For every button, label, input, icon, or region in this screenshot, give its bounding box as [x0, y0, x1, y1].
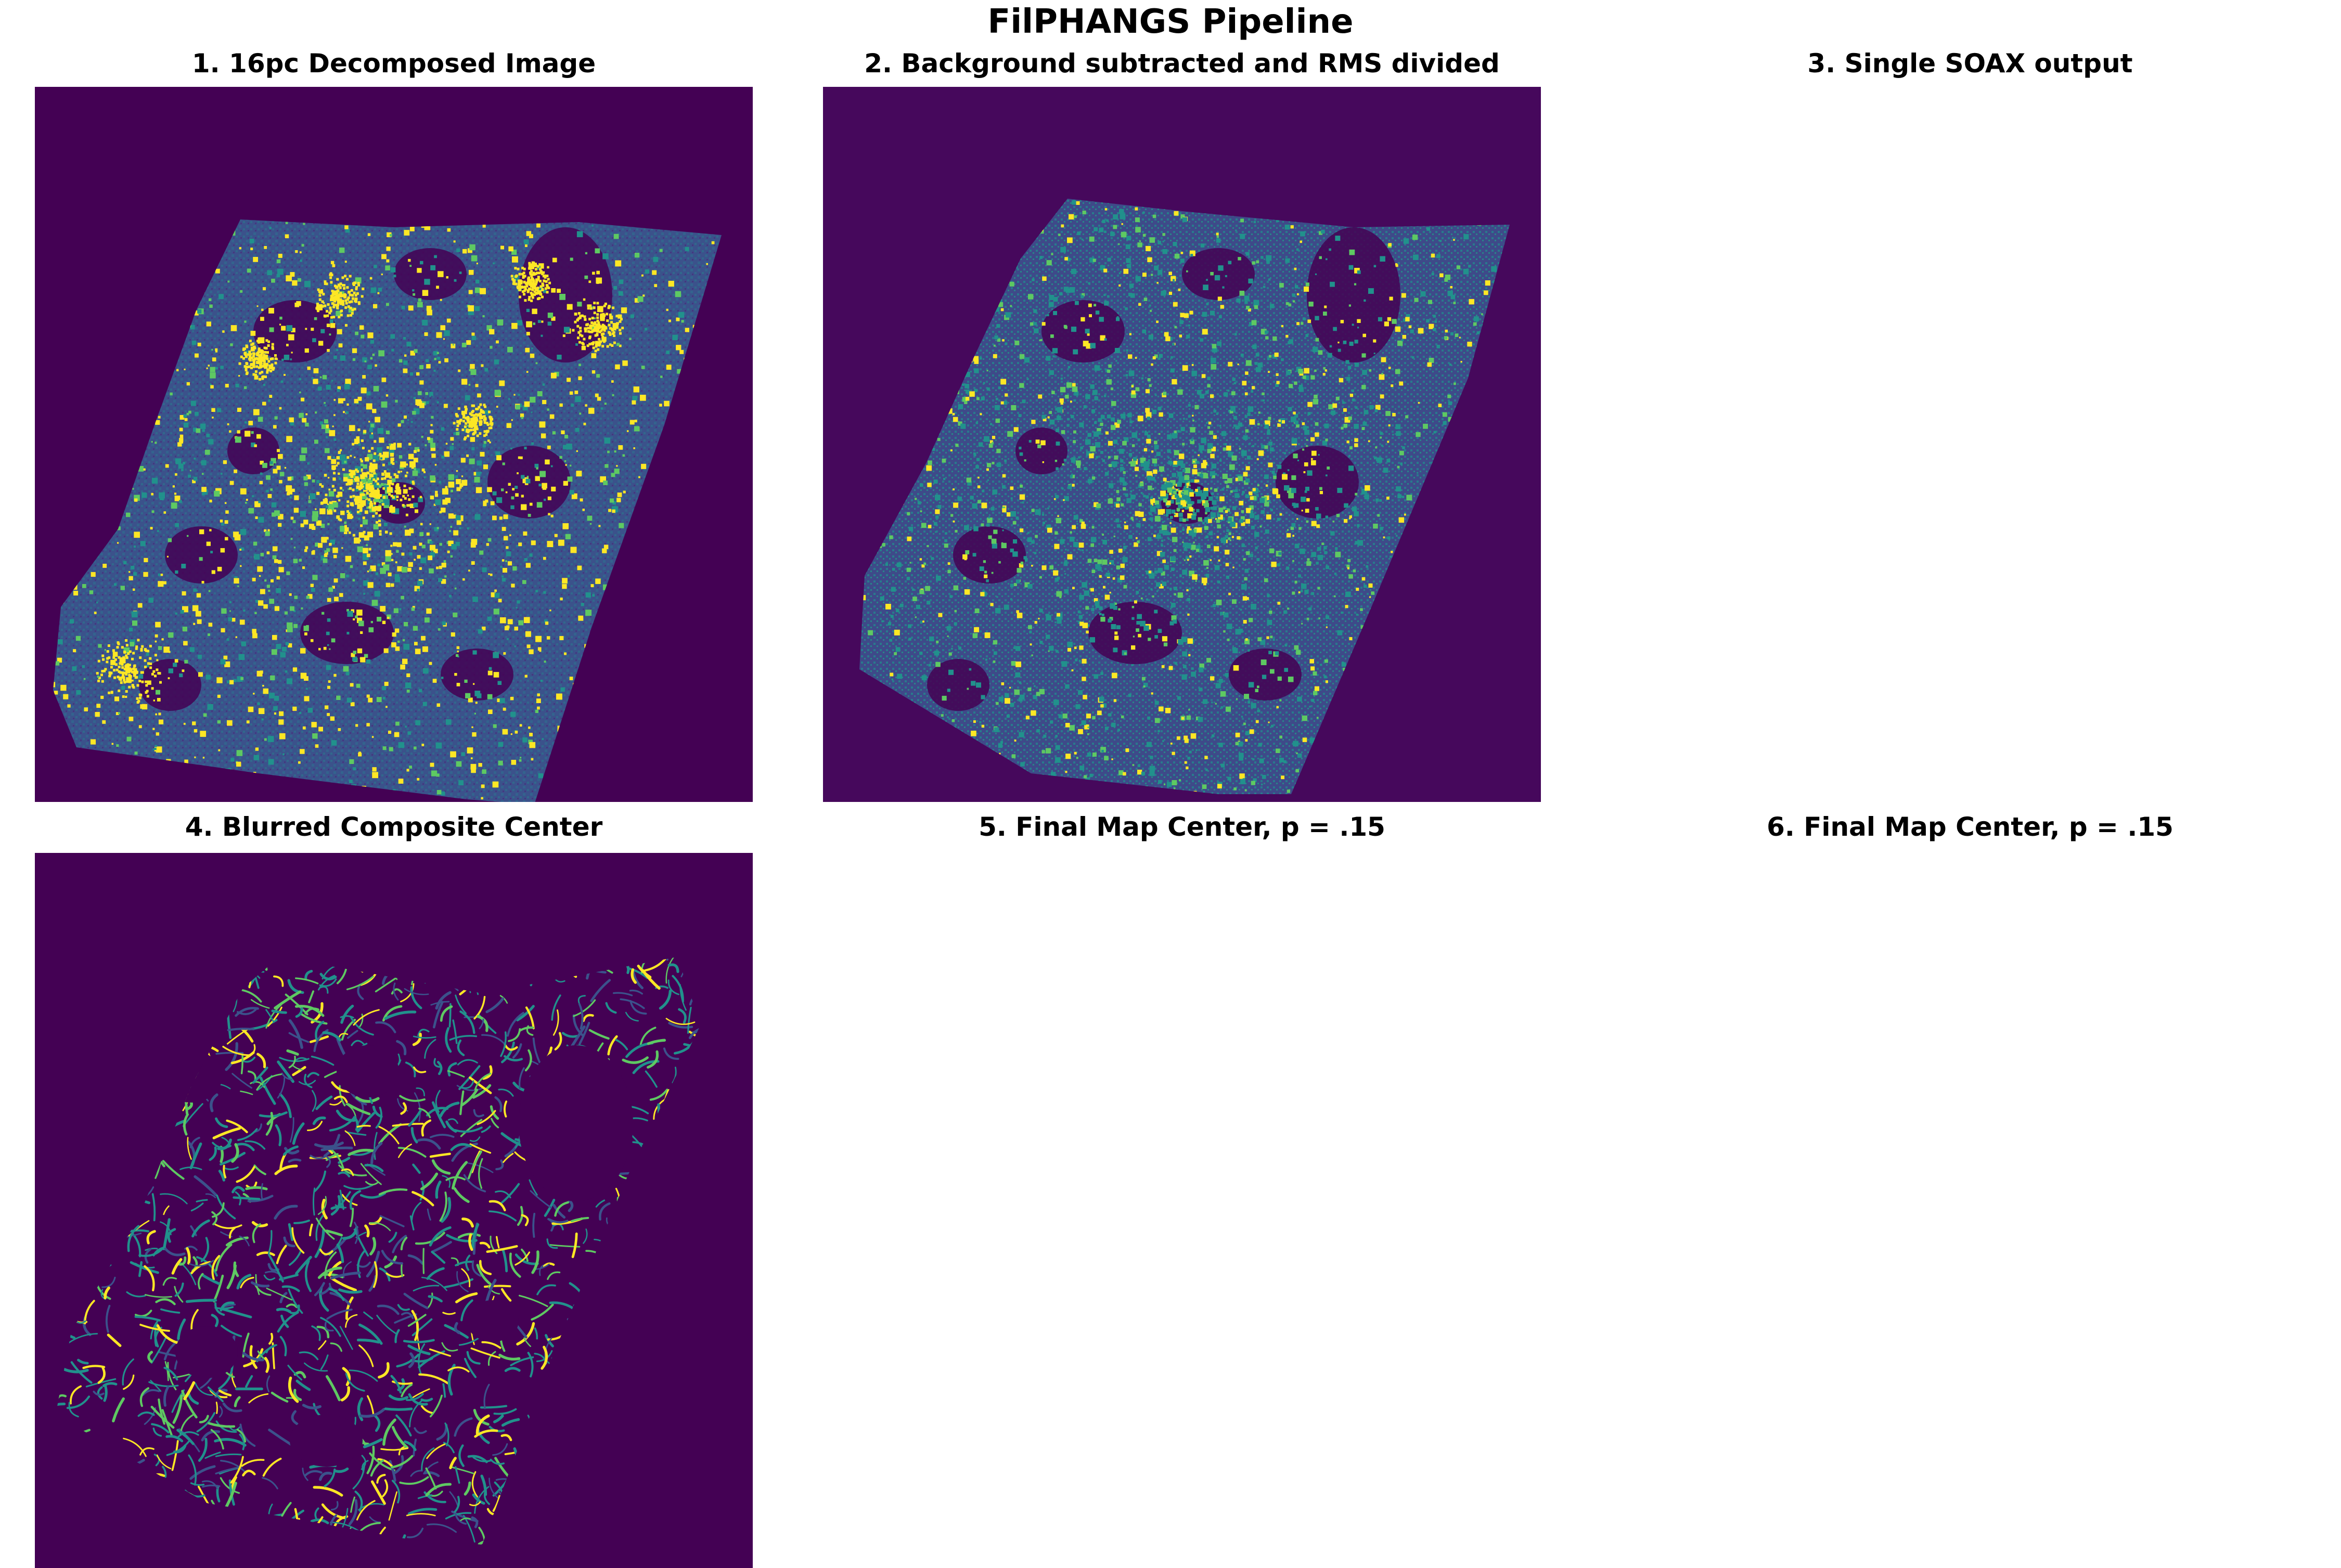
panel-6-title: 6. Final Map Center, p = .15	[1611, 811, 2329, 843]
panel-2-title: 2. Background subtracted and RMS divided	[823, 48, 1541, 79]
panel-4-image	[35, 853, 753, 1568]
panel-5-title: 5. Final Map Center, p = .15	[823, 811, 1541, 843]
figure-title: FilPHANGS Pipeline	[0, 1, 2341, 43]
panel-3-title: 3. Single SOAX output	[1611, 48, 2329, 79]
panel-1-image	[35, 87, 753, 802]
panel-2-image	[823, 87, 1541, 802]
panel-1-title: 1. 16pc Decomposed Image	[35, 48, 753, 79]
panel-4-title: 4. Blurred Composite Center	[35, 811, 753, 843]
